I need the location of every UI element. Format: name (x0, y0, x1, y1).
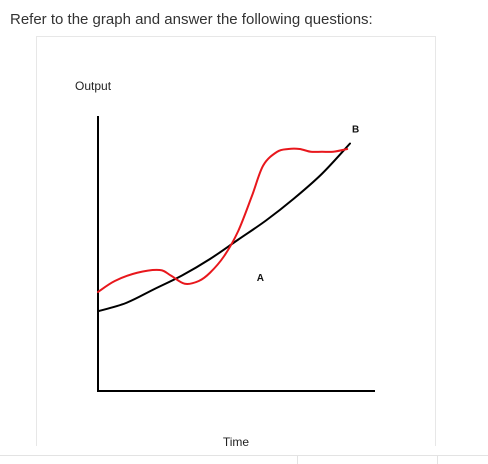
question-text: Refer to the graph and answer the follow… (10, 11, 373, 28)
point-label-a: A (257, 273, 264, 284)
divider-tick (297, 456, 298, 464)
figure-frame (36, 36, 436, 446)
bottom-divider (0, 455, 488, 464)
series-group (97, 142, 351, 313)
point-label-b: B (352, 125, 359, 136)
actual-output-line (97, 147, 349, 293)
axes (97, 116, 375, 392)
x-axis-label: Time (223, 435, 250, 449)
divider-tick (437, 456, 438, 464)
y-axis-label: Output (75, 79, 112, 93)
trend-curve-line (97, 142, 351, 313)
point-labels: AB (257, 125, 359, 285)
